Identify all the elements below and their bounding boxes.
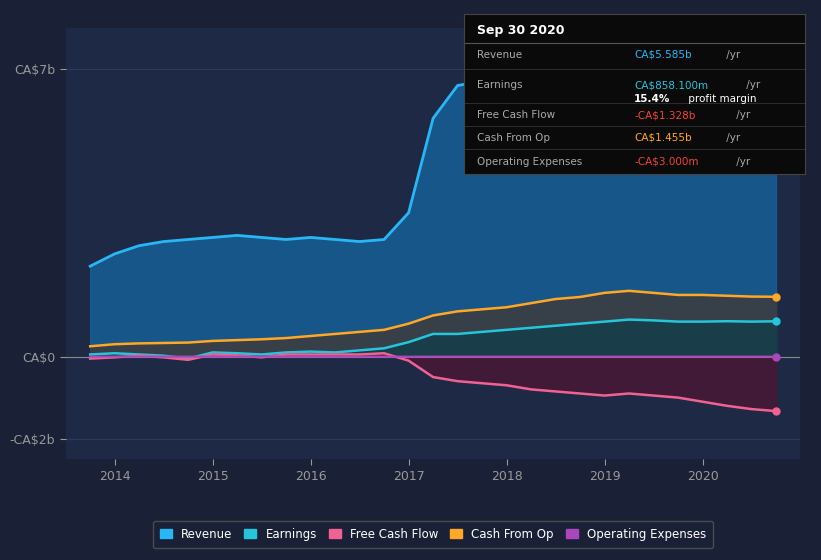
Text: CA$1.455b: CA$1.455b (635, 133, 692, 143)
Text: Sep 30 2020: Sep 30 2020 (478, 24, 565, 38)
Text: CA$5.585b: CA$5.585b (635, 50, 692, 60)
Text: Earnings: Earnings (478, 80, 523, 90)
Legend: Revenue, Earnings, Free Cash Flow, Cash From Op, Operating Expenses: Revenue, Earnings, Free Cash Flow, Cash … (153, 521, 713, 548)
Text: /yr: /yr (733, 157, 750, 167)
Text: /yr: /yr (733, 110, 750, 120)
Text: -CA$3.000m: -CA$3.000m (635, 157, 699, 167)
Text: Operating Expenses: Operating Expenses (478, 157, 583, 167)
Text: Free Cash Flow: Free Cash Flow (478, 110, 556, 120)
Text: /yr: /yr (723, 50, 741, 60)
Text: /yr: /yr (723, 133, 741, 143)
Text: CA$858.100m: CA$858.100m (635, 80, 709, 90)
Text: 15.4%: 15.4% (635, 94, 671, 104)
Text: profit margin: profit margin (686, 94, 757, 104)
Text: -CA$1.328b: -CA$1.328b (635, 110, 695, 120)
Text: Cash From Op: Cash From Op (478, 133, 551, 143)
Text: Revenue: Revenue (478, 50, 523, 60)
Text: /yr: /yr (742, 80, 759, 90)
